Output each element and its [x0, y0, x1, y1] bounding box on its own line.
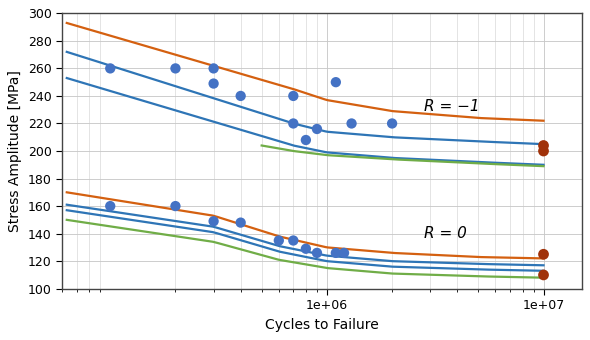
- Point: [347, 121, 356, 126]
- Point: [209, 66, 218, 71]
- Text: R = −1: R = −1: [424, 100, 480, 115]
- Point: [331, 80, 340, 85]
- Point: [312, 126, 322, 132]
- Point: [236, 220, 245, 225]
- Point: [171, 203, 180, 209]
- Point: [289, 238, 298, 243]
- Point: [209, 81, 218, 86]
- Point: [106, 203, 115, 209]
- Point: [106, 66, 115, 71]
- Point: [171, 66, 180, 71]
- Point: [539, 143, 548, 148]
- Point: [539, 272, 548, 278]
- Point: [209, 219, 218, 224]
- Point: [539, 252, 548, 257]
- Point: [301, 137, 310, 143]
- Text: R = 0: R = 0: [424, 226, 467, 241]
- Point: [301, 246, 310, 252]
- Point: [539, 148, 548, 154]
- Point: [339, 250, 349, 256]
- Point: [274, 238, 284, 243]
- Point: [289, 93, 298, 99]
- Point: [331, 250, 340, 256]
- X-axis label: Cycles to Failure: Cycles to Failure: [265, 318, 379, 332]
- Y-axis label: Stress Amplitude [MPa]: Stress Amplitude [MPa]: [8, 70, 22, 232]
- Point: [388, 121, 397, 126]
- Point: [289, 121, 298, 126]
- Point: [312, 250, 322, 256]
- Point: [236, 93, 245, 99]
